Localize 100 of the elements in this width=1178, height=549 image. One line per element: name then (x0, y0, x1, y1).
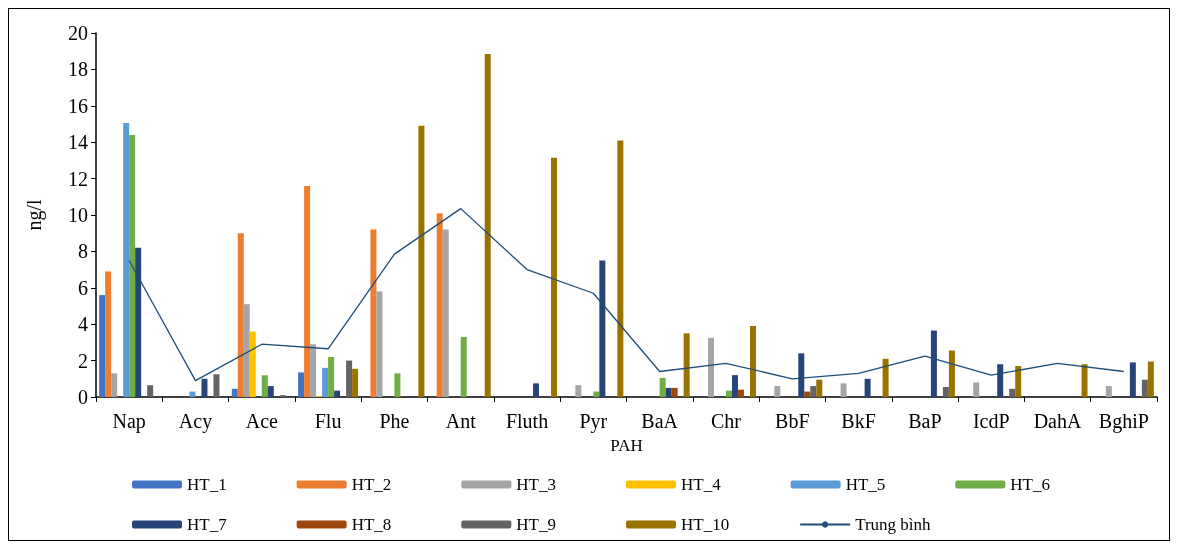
x-tick-label: Chr (710, 410, 742, 432)
bar (942, 386, 949, 397)
bar (105, 271, 112, 397)
legend-label: HT_3 (516, 475, 556, 494)
bar (352, 368, 359, 397)
bar (484, 53, 491, 397)
bar (665, 387, 672, 397)
bar (533, 383, 540, 397)
y-tick-label: 0 (78, 386, 88, 408)
legend-label: HT_7 (187, 515, 228, 534)
bar (298, 372, 305, 397)
legend-label: HT_4 (680, 475, 722, 494)
x-tick-label: Ant (445, 410, 477, 432)
bar (213, 374, 220, 397)
x-axis-title: PAH (610, 436, 643, 455)
bar (774, 386, 781, 397)
bar (731, 375, 738, 397)
bar (551, 157, 558, 397)
x-tick-label: BaA (641, 410, 679, 432)
bar (394, 373, 401, 397)
y-tick-label: 10 (68, 204, 88, 226)
x-tick-label: BkF (841, 410, 876, 432)
bar (1141, 379, 1148, 397)
y-tick-label: 12 (68, 167, 88, 190)
bar (189, 391, 196, 397)
bar (346, 360, 353, 397)
bar (671, 387, 678, 397)
bar (864, 378, 871, 397)
x-tick-label: IcdP (972, 410, 1010, 432)
bar (147, 385, 154, 397)
y-tick-label: 18 (68, 58, 88, 81)
y-tick-label: 16 (68, 94, 88, 117)
x-tick-label: Ace (245, 410, 278, 432)
legend-label: HT_1 (187, 475, 227, 494)
x-tick-label: BghiP (1098, 410, 1149, 433)
bar (99, 295, 106, 397)
y-tick-label: 8 (78, 240, 88, 263)
bar (973, 382, 980, 397)
x-tick-label: BbF (775, 410, 810, 432)
bar (659, 377, 666, 397)
bar (442, 229, 449, 397)
legend-label: Trung bình (855, 515, 932, 534)
bar (460, 336, 467, 397)
bar (129, 134, 136, 397)
bar (617, 140, 624, 397)
bar (1105, 386, 1112, 397)
bar (249, 331, 256, 397)
bar (304, 185, 311, 397)
bar (436, 213, 443, 397)
y-tick-label: 6 (78, 276, 88, 299)
x-tick-label: Phe (379, 410, 410, 432)
bar (376, 291, 383, 397)
bar (749, 326, 756, 397)
y-tick-label: 20 (68, 22, 88, 44)
legend-label: HT_6 (1010, 475, 1050, 494)
bar (882, 358, 889, 397)
y-tick-label: 14 (68, 131, 88, 154)
bar (1129, 362, 1136, 397)
bar (810, 386, 817, 397)
bar (683, 333, 690, 397)
bar (1147, 361, 1154, 397)
bar (840, 383, 847, 397)
bar (370, 229, 377, 397)
y-tick-label: 2 (78, 349, 88, 372)
legend-label: HT_5 (845, 475, 886, 494)
bar (111, 373, 118, 397)
legend-label: HT_10 (680, 515, 730, 534)
bar (948, 350, 955, 397)
x-tick-label: BaP (908, 410, 942, 432)
bar (328, 356, 335, 397)
bar (593, 391, 600, 397)
x-tick-label: Fluth (505, 410, 549, 432)
bar (1015, 366, 1022, 397)
x-tick-label: DahA (1033, 410, 1082, 432)
bar (310, 344, 317, 397)
bar (418, 125, 425, 397)
bar (804, 391, 811, 397)
legend-label: HT_2 (351, 475, 392, 494)
bar (243, 304, 250, 397)
bar (816, 379, 823, 397)
bar (261, 375, 268, 397)
bar (1081, 364, 1088, 397)
bar (575, 385, 582, 397)
bar (322, 367, 329, 397)
legend-label: HT_8 (351, 515, 392, 534)
bar (737, 389, 744, 397)
legend-label: HT_9 (516, 515, 556, 534)
bar (237, 233, 244, 397)
x-tick-label: Nap (112, 410, 146, 433)
bar (725, 390, 732, 397)
y-tick-label: 4 (78, 313, 88, 336)
bar (231, 388, 238, 397)
bar (267, 386, 274, 397)
y-axis-title: ng/l (23, 199, 46, 231)
x-tick-label: Acy (178, 410, 213, 433)
bar (707, 337, 714, 397)
x-tick-label: Pyr (579, 410, 608, 433)
bar (334, 390, 341, 397)
bar (1009, 388, 1016, 397)
bar (123, 123, 130, 397)
